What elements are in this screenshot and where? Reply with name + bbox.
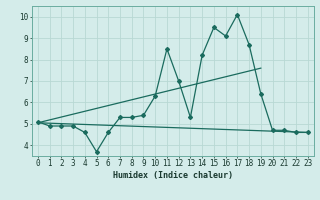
X-axis label: Humidex (Indice chaleur): Humidex (Indice chaleur) [113, 171, 233, 180]
